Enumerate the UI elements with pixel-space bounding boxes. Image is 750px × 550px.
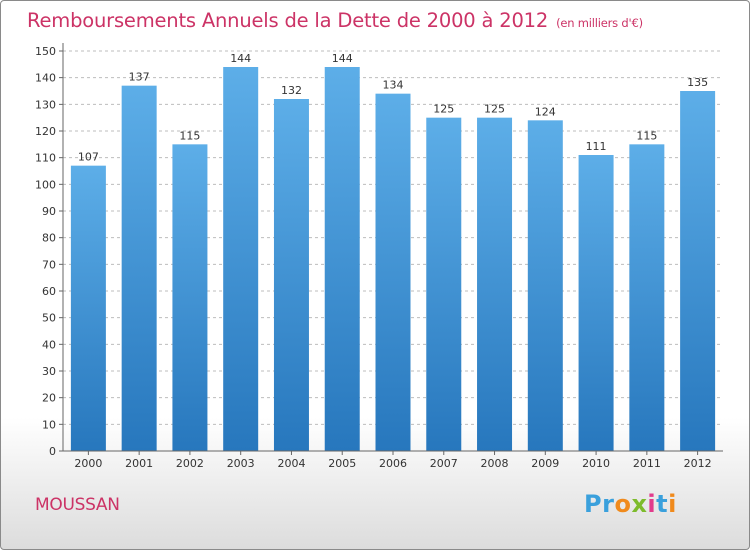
value-label-2006: 134	[383, 79, 404, 92]
bar-2001	[121, 85, 157, 452]
value-label-2004: 132	[281, 84, 302, 97]
y-tick-label-120: 120	[35, 125, 56, 138]
x-tick-label-2008: 2008	[481, 457, 509, 470]
value-label-2000: 107	[78, 151, 99, 164]
logo-letter-6: i	[668, 490, 677, 518]
value-label-2003: 144	[230, 52, 251, 65]
logo-letter-1: r	[602, 490, 615, 518]
y-tick-label-90: 90	[42, 205, 56, 218]
bar-2012	[680, 91, 716, 451]
y-tick-label-60: 60	[42, 285, 56, 298]
x-tick-label-2001: 2001	[125, 457, 153, 470]
bar-2000	[70, 165, 106, 451]
x-tick-label-2005: 2005	[328, 457, 356, 470]
logo-letter-0: P	[584, 490, 603, 518]
chart-unit: (en milliers d'€)	[556, 16, 643, 30]
x-tick-label-2000: 2000	[74, 457, 102, 470]
value-label-2005: 144	[332, 52, 353, 65]
y-tick-label-0: 0	[49, 445, 56, 458]
bar-2003	[223, 67, 259, 451]
chart-title-text: Remboursements Annuels de la Dette de 20…	[27, 9, 549, 32]
value-label-2010: 111	[586, 140, 607, 153]
axes: 0 10 20 30 40 50 60 70 80 90 100 110 120 130 140 150 200…	[35, 43, 723, 470]
y-tick-label-40: 40	[42, 338, 56, 351]
bar-2002	[172, 144, 208, 452]
y-tick-label-100: 100	[35, 178, 56, 191]
bar-2007	[426, 117, 462, 452]
x-tick-label-2002: 2002	[176, 457, 204, 470]
value-label-2002: 115	[179, 129, 200, 142]
x-tick-label-2012: 2012	[684, 457, 712, 470]
bar-2004	[273, 99, 309, 451]
x-tick-label-2006: 2006	[379, 457, 407, 470]
y-tick-label-50: 50	[42, 312, 56, 325]
logo-letter-2: o	[614, 490, 632, 518]
bar-2009	[527, 120, 563, 451]
town-name: MOUSSAN	[35, 495, 120, 515]
y-tick-label-110: 110	[35, 152, 56, 165]
bar-2010	[578, 155, 614, 451]
value-label-2008: 125	[484, 103, 505, 116]
y-tick-label-70: 70	[42, 258, 56, 271]
x-tick-label-2004: 2004	[277, 457, 305, 470]
value-label-2011: 115	[636, 129, 657, 142]
logo-letter-3: x	[631, 490, 648, 518]
bar-2006	[375, 93, 411, 452]
value-label-2001: 137	[129, 71, 150, 84]
bar-2008	[477, 117, 513, 452]
value-label-2012: 135	[687, 76, 708, 89]
y-tick-label-80: 80	[42, 232, 56, 245]
x-tick-label-2007: 2007	[430, 457, 458, 470]
value-label-2009: 124	[535, 105, 556, 118]
y-tick-label-20: 20	[42, 392, 56, 405]
y-tick-label-130: 130	[35, 98, 56, 111]
y-tick-label-150: 150	[35, 45, 56, 58]
chart-title: Remboursements Annuels de la Dette de 20…	[27, 9, 643, 32]
x-tick-label-2010: 2010	[582, 457, 610, 470]
logo-letter-5: t	[656, 490, 669, 518]
data-labels: 107 137 115 144 132 144 134 125 125 124 111 115 135	[78, 52, 708, 164]
bars	[70, 67, 716, 452]
y-tick-label-140: 140	[35, 72, 56, 85]
x-tick-label-2011: 2011	[633, 457, 661, 470]
bar-2011	[629, 144, 665, 452]
y-tick-label-30: 30	[42, 365, 56, 378]
proxiti-logo[interactable]: Proxiti	[584, 490, 677, 518]
x-tick-label-2009: 2009	[531, 457, 559, 470]
value-label-2007: 125	[433, 103, 454, 116]
y-tick-label-10: 10	[42, 418, 56, 431]
logo-letter-4: i	[647, 490, 657, 518]
x-tick-label-2003: 2003	[227, 457, 255, 470]
bar-2005	[324, 67, 360, 451]
